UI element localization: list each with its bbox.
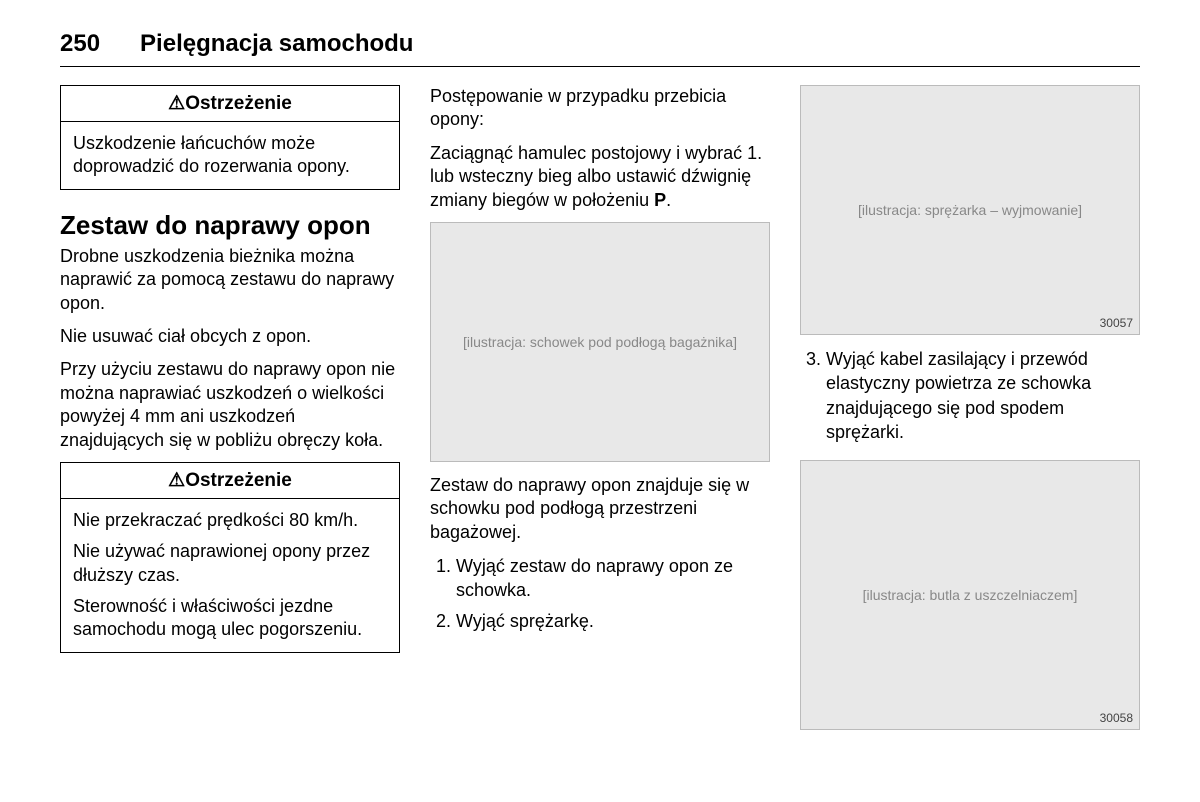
text-run: Zaciągnąć hamulec postojowy i wybrać 1. … (430, 143, 762, 210)
chapter-title: Pielęgnacja samochodu (140, 30, 413, 58)
paragraph: Przy użyciu zestawu do naprawy opon nie … (60, 358, 400, 452)
paragraph: Zestaw do naprawy opon znajduje się w sc… (430, 474, 770, 544)
figure-id: 30057 (1100, 316, 1133, 330)
warning-heading: ⚠Ostrzeżenie (61, 463, 399, 499)
figure-id: 30058 (1100, 711, 1133, 725)
step-item: Wyjąć sprężarkę. (456, 609, 770, 633)
warning-label: Ostrzeżenie (185, 93, 292, 114)
figure-compressor: [ilustracja: sprężarka – wyjmowanie] 300… (800, 85, 1140, 335)
text-bold: P (654, 190, 666, 210)
header-rule (60, 66, 1140, 67)
text-run: . (666, 190, 671, 210)
step-item: Wyjąć kabel zasilający i przewód elastyc… (826, 347, 1140, 444)
warning-icon: ⚠ (168, 93, 185, 114)
figure-sealant-bottle: [ilustracja: butla z uszczelniaczem] 300… (800, 460, 1140, 730)
page-number: 250 (60, 30, 100, 58)
figure-placeholder: [ilustracja: sprężarka – wyjmowanie] (858, 202, 1082, 218)
warning-line: Nie używać naprawionej opony przez dłużs… (73, 540, 387, 587)
ordered-steps-cont: Wyjąć kabel zasilający i przewód elastyc… (800, 347, 1140, 450)
column-2: Postępowanie w przypadku przebicia opony… (430, 85, 770, 742)
warning-box-2: ⚠Ostrzeżenie Nie przekraczać prędkości 8… (60, 462, 400, 653)
warning-body: Uszkodzenie łańcuchów może doprowadzić d… (61, 122, 399, 189)
warning-box-1: ⚠Ostrzeżenie Uszkodzenie łańcuchów może … (60, 85, 400, 190)
figure-trunk-storage: [ilustracja: schowek pod podłogą bagażni… (430, 222, 770, 462)
warning-line: Sterowność i właściwości jezdne samochod… (73, 595, 387, 642)
warning-text: Uszkodzenie łańcuchów może doprowadzić d… (73, 132, 387, 179)
paragraph: Nie usuwać ciał obcych z opon. (60, 325, 400, 348)
warning-heading: ⚠Ostrzeżenie (61, 86, 399, 122)
figure-placeholder: [ilustracja: schowek pod podłogą bagażni… (463, 334, 737, 350)
paragraph: Drobne uszkodzenia bieżnika można napraw… (60, 245, 400, 315)
column-1: ⚠Ostrzeżenie Uszkodzenie łańcuchów może … (60, 85, 400, 742)
page-header: 250 Pielęgnacja samochodu (60, 30, 1140, 58)
paragraph: Postępowanie w przypadku przebicia opony… (430, 85, 770, 132)
step-item: Wyjąć zestaw do naprawy opon ze schowka. (456, 554, 770, 603)
warning-label: Ostrzeżenie (185, 470, 292, 491)
figure-placeholder: [ilustracja: butla z uszczelniaczem] (863, 587, 1078, 603)
content-columns: ⚠Ostrzeżenie Uszkodzenie łańcuchów może … (60, 85, 1140, 742)
warning-body: Nie przekraczać prędkości 80 km/h. Nie u… (61, 499, 399, 652)
paragraph: Zaciągnąć hamulec postojowy i wybrać 1. … (430, 142, 770, 212)
ordered-steps: Wyjąć zestaw do naprawy opon ze schowka.… (430, 554, 770, 639)
section-heading: Zestaw do naprawy opon (60, 210, 400, 241)
warning-icon: ⚠ (168, 470, 185, 491)
warning-line: Nie przekraczać prędkości 80 km/h. (73, 509, 387, 532)
column-3: [ilustracja: sprężarka – wyjmowanie] 300… (800, 85, 1140, 742)
